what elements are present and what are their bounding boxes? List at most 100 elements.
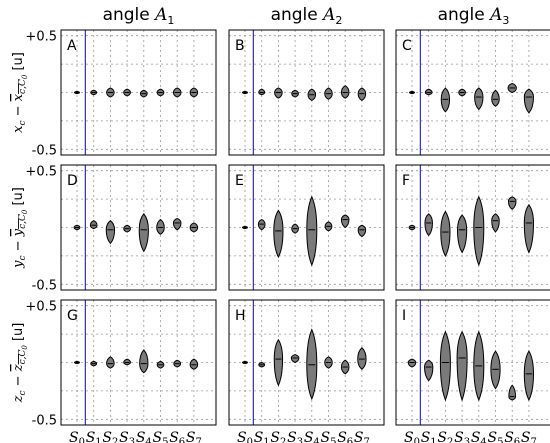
violin-C-7 (523, 88, 534, 114)
violin-F-1 (424, 213, 433, 237)
panel-C: C (395, 29, 550, 156)
x-tick-label: S4 (304, 430, 320, 443)
violin-I-6 (508, 384, 517, 401)
x-tick-base: S (186, 430, 196, 443)
y-tick-label: -0.5 (32, 143, 57, 158)
x-tick-label: S5 (488, 430, 504, 443)
x-tick-label: S4 (136, 430, 152, 443)
x-tick-base: S (119, 430, 129, 443)
column-title: angle A2 (271, 5, 343, 27)
panel-letter: H (235, 308, 246, 324)
ylabel-unit: [u] (11, 187, 26, 210)
panel-frame (228, 29, 385, 156)
panel-frame (228, 299, 385, 426)
x-tick-base: S (102, 430, 112, 443)
violin-B-1 (258, 88, 266, 96)
y-axis-label: zc − zc,C0 [u] (11, 323, 29, 404)
panel-letter: E (235, 173, 244, 189)
x-tick-subscript: 5 (330, 437, 336, 443)
panel-frame (60, 299, 217, 426)
column-title: angle A1 (103, 5, 175, 27)
x-tick-base: S (471, 430, 481, 443)
x-tick-subscript: 0 (247, 437, 253, 443)
violin-H-3 (290, 354, 300, 364)
column-title-symbol: A (488, 5, 502, 25)
ylabel-mean-subscript-2: 0 (21, 345, 29, 350)
violin-D-1 (89, 220, 98, 230)
x-tick-label: S3 (287, 430, 303, 443)
violin-G-3 (123, 358, 131, 366)
violin-E-2 (273, 209, 284, 259)
panel-F: F (395, 164, 550, 291)
panel-content (229, 300, 384, 425)
column-title-symbol: A (321, 5, 335, 25)
x-tick-subscript: 1 (430, 437, 436, 443)
panel-G: G (60, 299, 217, 426)
x-tick-label: S4 (471, 430, 487, 443)
y-axis-label: yc − yc,C0 [u] (11, 187, 29, 269)
violin-H-4 (306, 328, 318, 401)
panel-content (61, 300, 216, 425)
x-tick-subscript: 7 (364, 437, 370, 443)
panel-I: I (395, 299, 550, 426)
violin-B-2 (274, 87, 283, 99)
violin-E-4 (306, 195, 318, 267)
panel-letter: F (402, 173, 410, 189)
x-tick-subscript: 3 (297, 437, 303, 443)
x-tick-base: S (169, 430, 179, 443)
x-tick-label: S1 (254, 430, 270, 443)
ylabel-variable: z (11, 395, 26, 403)
violin-I-1 (424, 359, 434, 382)
x-tick-label: S1 (86, 430, 102, 443)
x-tick-base: S (321, 430, 331, 443)
violin-D-2 (105, 220, 116, 245)
panel-content (396, 30, 550, 155)
column-title-word: angle (271, 5, 324, 25)
x-tick-subscript: 1 (263, 437, 269, 443)
x-tick-base: S (454, 430, 464, 443)
panel-E: E (228, 164, 385, 291)
y-tick-label: -0.5 (32, 278, 57, 293)
panel-frame (395, 299, 550, 426)
y-tick-label: +0.5 (25, 300, 57, 315)
x-tick-base: S (86, 430, 96, 443)
x-tick-label: S5 (153, 430, 169, 443)
ylabel-variable: y (11, 260, 26, 269)
ylabel-mean-variable: x (11, 93, 26, 101)
column-title-word: angle (103, 5, 156, 25)
x-tick-subscript: 3 (464, 437, 470, 443)
violin-C-1 (424, 88, 433, 96)
x-tick-subscript: 7 (531, 437, 537, 443)
ylabel-mean-variable: y (11, 228, 26, 237)
violin-I-0 (407, 358, 417, 368)
x-tick-base: S (153, 430, 163, 443)
x-tick-subscript: 0 (79, 437, 85, 443)
y-axis-label-text: xc − xc,C0 [u] (11, 52, 29, 133)
x-tick-subscript: 0 (414, 437, 420, 443)
x-tick-label: S2 (102, 430, 118, 443)
x-tick-label: S3 (454, 430, 470, 443)
x-tick-subscript: 6 (179, 437, 185, 443)
x-tick-subscript: 4 (145, 437, 151, 443)
violin-I-3 (456, 330, 468, 402)
ylabel-variable: x (11, 125, 26, 133)
violin-I-7 (523, 350, 534, 402)
column-title-word: angle (438, 5, 491, 25)
column-title-subscript: 2 (335, 14, 342, 27)
ylabel-subscript: c (18, 255, 28, 260)
x-tick-subscript: 2 (280, 437, 286, 443)
panel-letter: G (67, 308, 78, 324)
panel-frame (60, 29, 217, 156)
x-tick-label: S6 (169, 430, 185, 443)
y-axis-label: xc − xc,C0 [u] (11, 52, 29, 133)
panel-letter: B (235, 38, 245, 54)
panel-A: A (60, 29, 217, 156)
x-tick-base: S (354, 430, 364, 443)
ylabel-minus: − (11, 371, 26, 390)
x-tick-subscript: 7 (196, 437, 202, 443)
x-tick-subscript: 4 (313, 437, 319, 443)
violin-C-5 (491, 89, 500, 107)
x-tick-label: S1 (421, 430, 437, 443)
violin-F-7 (523, 203, 534, 254)
y-tick-label: -0.5 (32, 413, 57, 428)
